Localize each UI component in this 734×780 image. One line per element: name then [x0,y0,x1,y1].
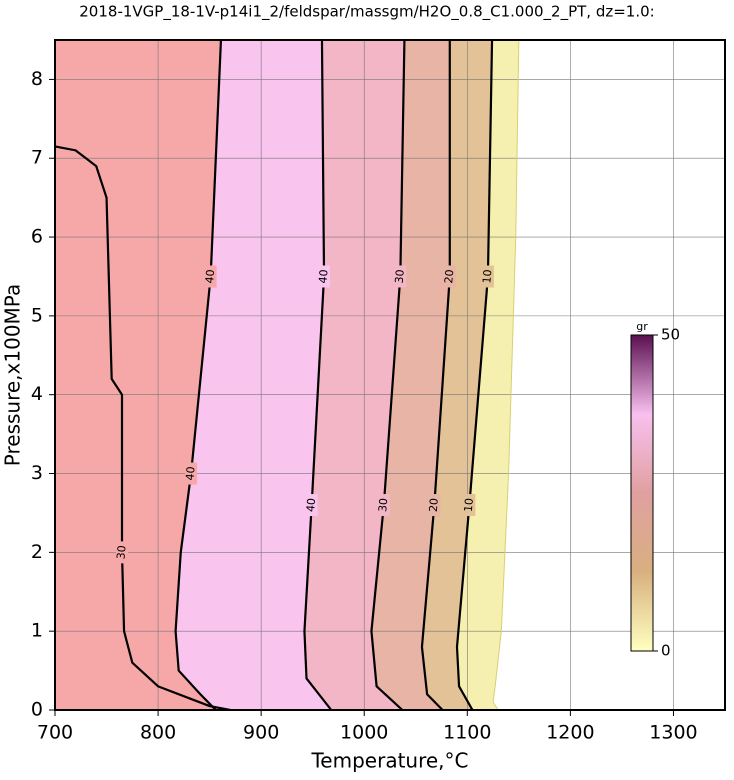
contour-label: 40 [203,269,217,284]
contour-label: 40 [183,466,197,481]
contour-label-bg [116,541,128,564]
y-tick-label: 3 [31,462,43,484]
colorbar-tick-label: 50 [661,326,680,344]
contour-label: 40 [304,497,318,512]
contour-line [420,40,451,711]
contour-line [303,39,333,711]
contour-label: 30 [114,545,128,560]
contour-label: 40 [316,269,330,284]
colorbar-tick-label: 0 [661,642,671,660]
region-fill [55,40,221,710]
y-tick-label: 2 [31,541,43,563]
x-tick-label: 900 [243,722,279,744]
y-tick-label: 4 [31,383,43,405]
x-axis-label: Temperature,°C [310,749,468,773]
contour-label-bg [377,494,390,517]
contour-label: 20 [427,497,441,512]
y-axis-label: Pressure,x100MPa [1,284,25,466]
y-tick-label: 7 [31,147,43,169]
x-tick-label: 1000 [340,722,388,744]
contour-label-bg [305,494,318,517]
contour-label-bg [428,494,441,517]
contour-label-bg [185,462,198,485]
frame [54,39,726,711]
contour-label-bg [463,494,476,517]
y-tick-label: 8 [31,68,43,90]
x-tick-label: 800 [140,722,176,744]
contour-label: 10 [462,497,476,512]
contour-label: 10 [480,269,494,284]
contour-label-bg [204,265,217,288]
contour-line [54,145,231,712]
contour-label-bg [481,265,494,288]
contour-line [455,39,494,711]
contour-line [370,39,406,711]
y-tick-label: 6 [31,226,43,248]
contour-label: 20 [442,269,456,284]
contour-label-bg [443,265,456,288]
colorbar [630,334,654,652]
contour-line [174,39,223,711]
x-tick-label: 1200 [546,722,594,744]
x-tick-label: 1300 [649,722,697,744]
contour-label: 30 [393,269,407,284]
colorbar-label: gr [636,320,648,333]
contour-label-bg [394,265,407,288]
x-tick-label: 700 [37,722,73,744]
y-tick-label: 0 [31,699,43,721]
y-tick-label: 1 [31,620,43,642]
chart-title: 2018-1VGP_18-1V-p14i1_2/feldspar/massgm/… [79,3,654,22]
contour-label: 30 [376,497,390,512]
contour-label-bg [318,265,331,288]
y-tick-label: 5 [31,304,43,326]
x-tick-label: 1100 [443,722,491,744]
edge-line [492,39,520,711]
